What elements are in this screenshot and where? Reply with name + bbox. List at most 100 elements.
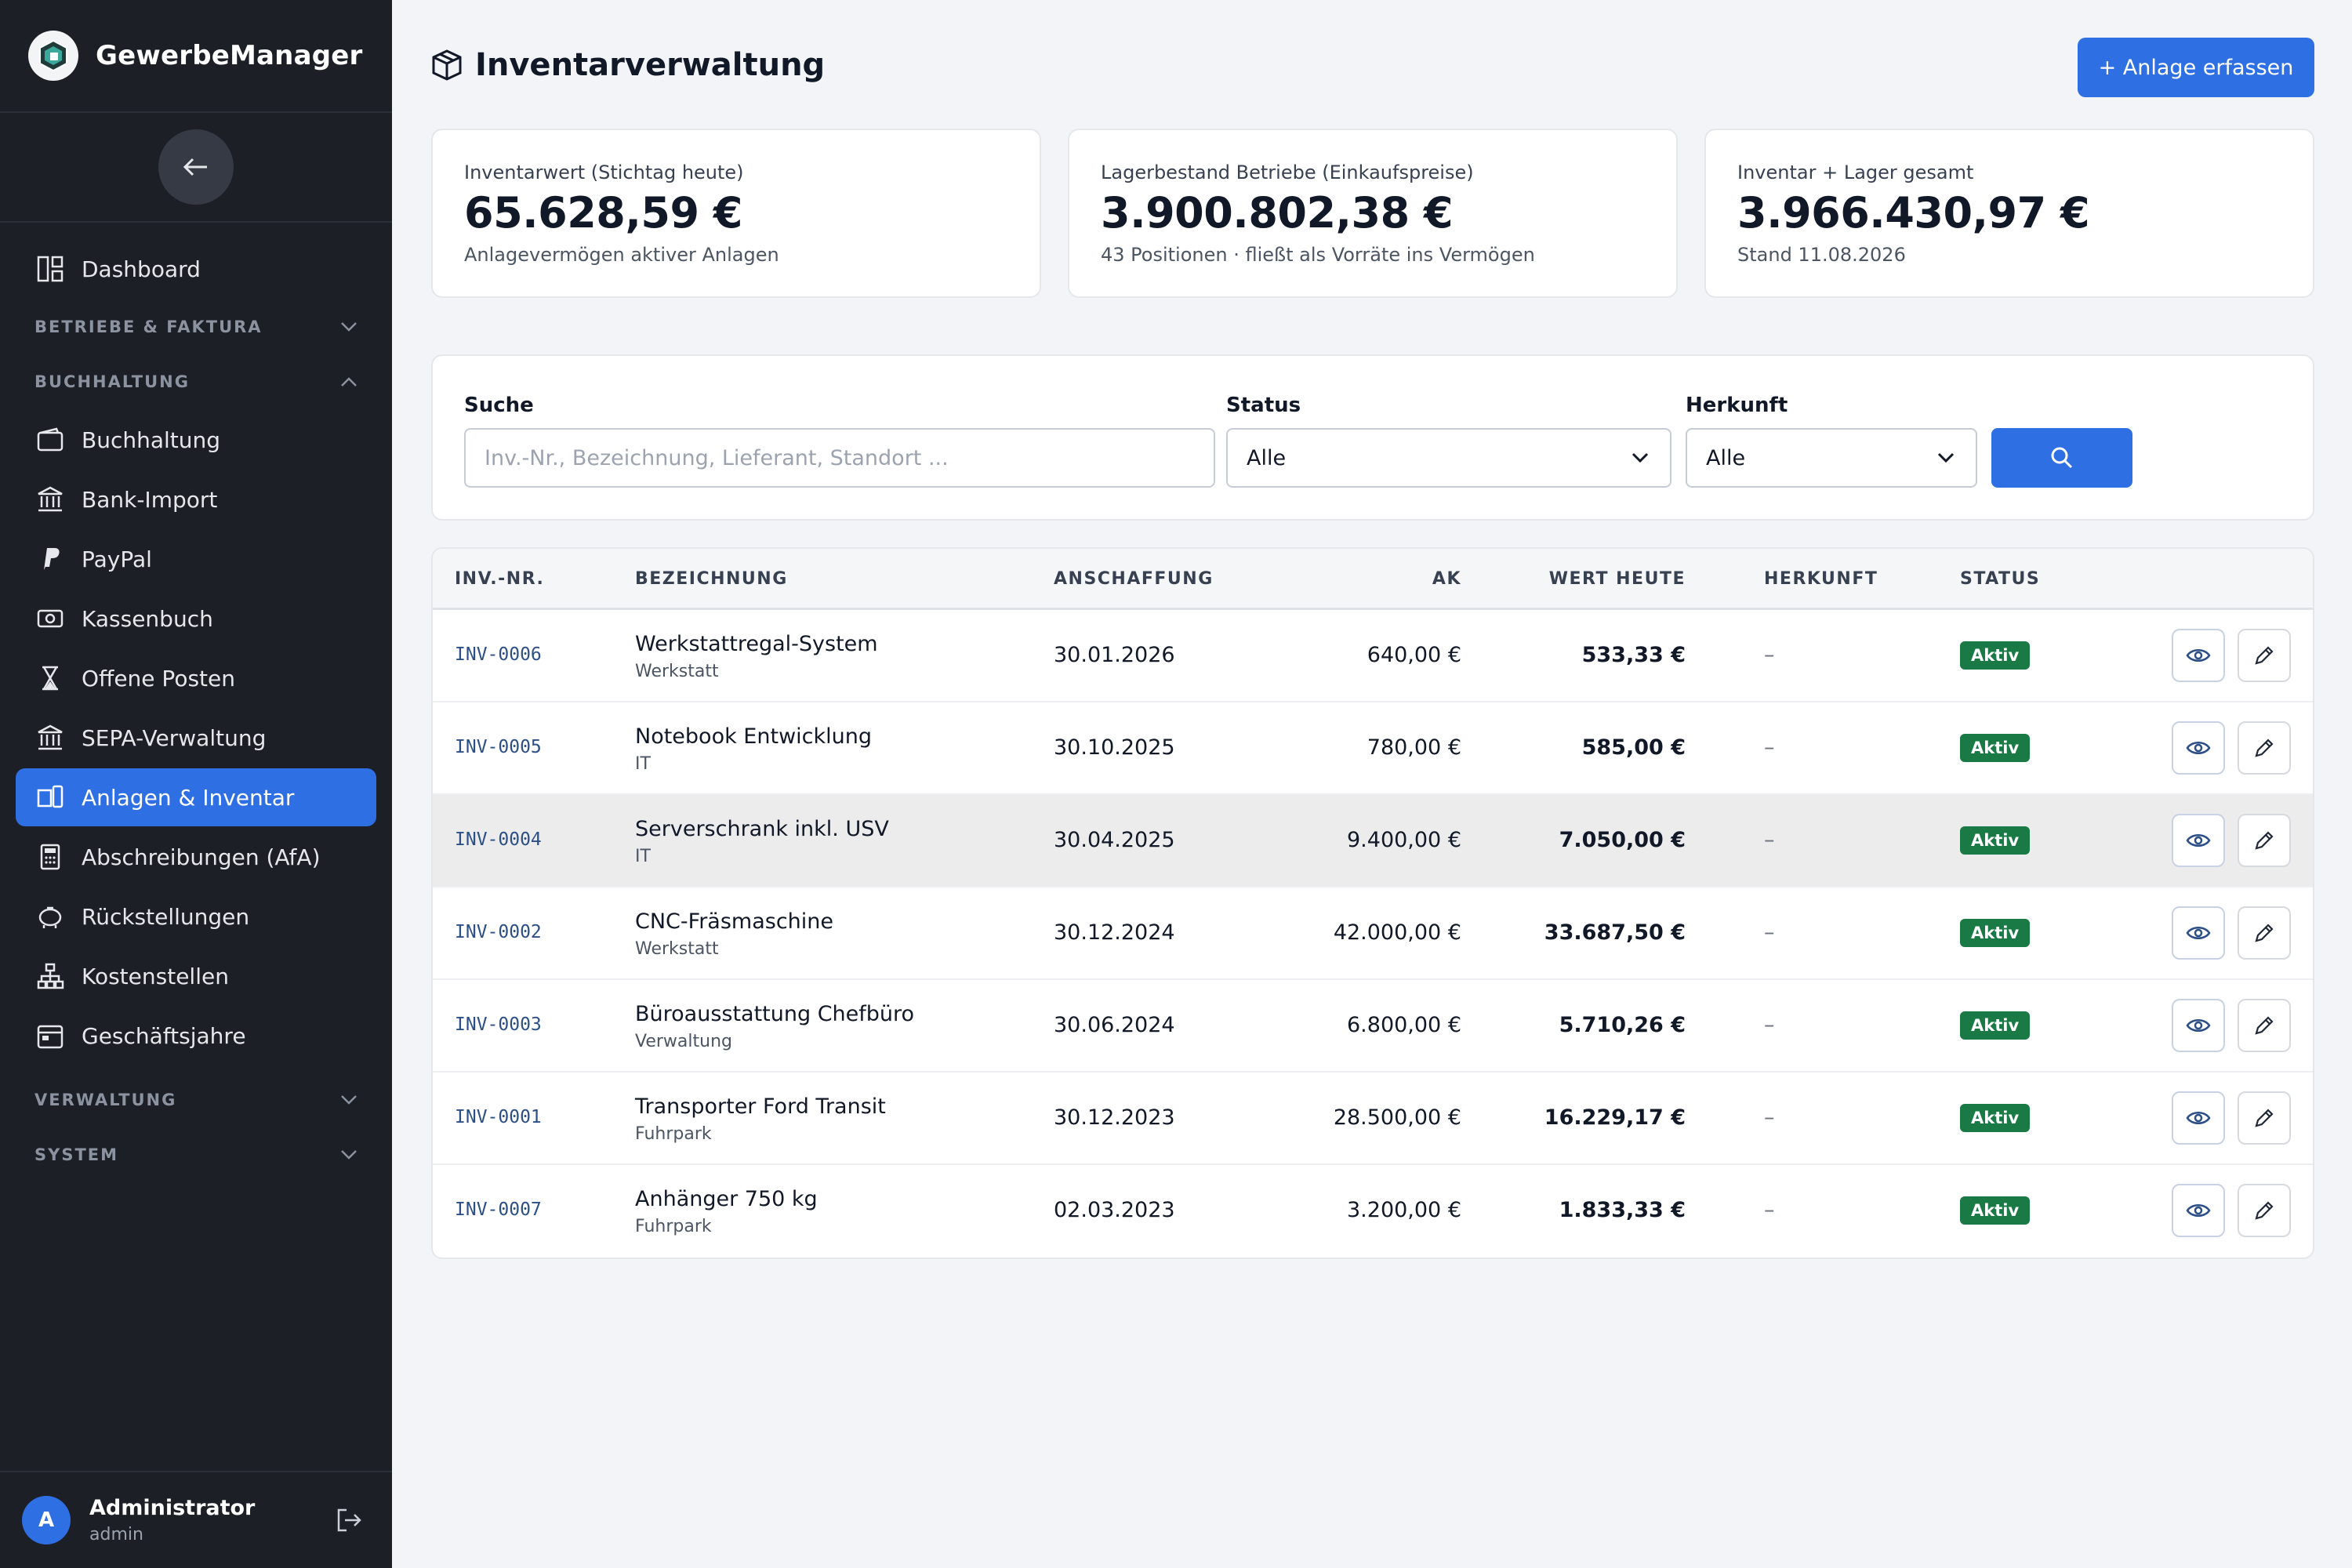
view-button[interactable] [2172, 814, 2225, 867]
chevron-down-icon [341, 1150, 357, 1160]
inventory-number[interactable]: INV-0003 [455, 1014, 542, 1035]
status-badge: Aktiv [1960, 919, 2031, 947]
inventory-number[interactable]: INV-0002 [455, 922, 542, 942]
user-role: admin [89, 1525, 143, 1544]
acquisition-cost: 42.000,00 € [1333, 920, 1461, 945]
current-value: 585,00 € [1581, 735, 1686, 760]
acquisition-date: 30.10.2025 [1054, 735, 1175, 760]
sidebar-item-sepa-verwaltung[interactable]: SEPA-Verwaltung [16, 709, 376, 767]
sidebar-item-paypal[interactable]: PayPal [16, 530, 376, 588]
asset-location: IT [635, 754, 651, 774]
inventory-number[interactable]: INV-0001 [455, 1107, 542, 1127]
sidebar-item-label: Bank-Import [82, 486, 218, 513]
inventory-table: INV.-NR. BEZEICHNUNG ANSCHAFFUNG AK WERT… [431, 547, 2314, 1259]
sidebar-item-dashboard[interactable]: Dashboard [16, 240, 376, 298]
edit-button[interactable] [2238, 721, 2291, 775]
eye-icon [2186, 1112, 2211, 1124]
edit-button[interactable] [2238, 1184, 2291, 1237]
sidebar-item-label: Offene Posten [82, 665, 235, 691]
inventory-number[interactable]: INV-0004 [455, 829, 542, 850]
table-row[interactable]: INV-0006 Werkstattregal-System Werkstatt 30… [433, 610, 2313, 702]
sidebar-item-abschreibungen[interactable]: Abschreibungen (AfA) [16, 828, 376, 886]
column-header-bezeichnung[interactable]: BEZEICHNUNG [635, 569, 788, 589]
chevron-down-icon [341, 1095, 357, 1105]
group-verwaltung[interactable]: VERWALTUNG [0, 1073, 392, 1127]
column-header-ak[interactable]: AK [1432, 569, 1461, 589]
table-row[interactable]: INV-0005 Notebook Entwicklung IT 30.10.2025… [433, 702, 2313, 795]
edit-button[interactable] [2238, 814, 2291, 867]
inventory-number[interactable]: INV-0005 [455, 737, 542, 757]
column-header-anschaffung[interactable]: ANSCHAFFUNG [1054, 569, 1214, 589]
sidebar-item-anlagen-inventar[interactable]: Anlagen & Inventar [16, 768, 376, 826]
kpi-sub: 43 Positionen · fließt als Vorräte ins V… [1101, 244, 1535, 266]
edit-button[interactable] [2238, 999, 2291, 1052]
page-title: Inventarverwaltung [475, 47, 826, 83]
sidebar-item-buchhaltung[interactable]: Buchhaltung [16, 411, 376, 469]
acquisition-date: 30.12.2023 [1054, 1105, 1175, 1130]
asset-location: Fuhrpark [635, 1217, 712, 1236]
column-header-status[interactable]: STATUS [1960, 569, 2041, 589]
eye-icon [2186, 834, 2211, 847]
search-icon [2051, 447, 2073, 469]
column-header-herkunft[interactable]: HERKUNFT [1764, 569, 1878, 589]
group-label: BUCHHALTUNG [34, 372, 190, 391]
table-row[interactable]: INV-0003 Büroausstattung Chefbüro Verwaltu… [433, 980, 2313, 1073]
group-buchhaltung[interactable]: BUCHHALTUNG [0, 354, 392, 409]
view-button[interactable] [2172, 629, 2225, 682]
sidebar-item-bank-import[interactable]: Bank-Import [16, 470, 376, 528]
status-select[interactable]: Alle [1226, 428, 1671, 488]
sidebar-item-geschaeftsjahre[interactable]: Geschäftsjahre [16, 1007, 376, 1065]
search-input[interactable]: Inv.-Nr., Bezeichnung, Lieferant, Stando… [464, 428, 1215, 488]
sidebar-item-rueckstellungen[interactable]: Rückstellungen [16, 887, 376, 946]
kpi-value: 65.628,59 € [464, 188, 742, 238]
view-button[interactable] [2172, 1184, 2225, 1237]
view-button[interactable] [2172, 906, 2225, 960]
pencil-icon [2255, 924, 2274, 942]
search-button[interactable] [1991, 428, 2132, 488]
inventory-number[interactable]: INV-0007 [455, 1200, 542, 1220]
herkunft-select[interactable]: Alle [1686, 428, 1977, 488]
chevron-up-icon [341, 377, 357, 387]
herkunft-label: Herkunft [1686, 394, 1788, 417]
table-row[interactable]: INV-0004 Serverschrank inkl. USV IT 30.04.2… [433, 795, 2313, 887]
column-header-inv[interactable]: INV.-NR. [455, 569, 545, 589]
user-name: Administrator [89, 1496, 256, 1520]
add-asset-button[interactable]: + Anlage erfassen [2078, 38, 2314, 97]
paypal-icon [34, 543, 66, 575]
view-button[interactable] [2172, 1091, 2225, 1145]
group-label: SYSTEM [34, 1145, 119, 1164]
avatar[interactable]: A [22, 1496, 71, 1544]
group-system[interactable]: SYSTEM [0, 1127, 392, 1182]
edit-button[interactable] [2238, 1091, 2291, 1145]
kpi-value: 3.900.802,38 € [1101, 188, 1454, 238]
collapse-sidebar-button[interactable] [158, 129, 234, 205]
sidebar-item-label: Geschäftsjahre [82, 1022, 246, 1049]
kpi-card-gesamt: Inventar + Lager gesamt 3.966.430,97 € S… [1704, 129, 2314, 298]
brand[interactable]: GewerbeManager [0, 0, 392, 113]
sidebar-item-kostenstellen[interactable]: Kostenstellen [16, 947, 376, 1005]
edit-button[interactable] [2238, 629, 2291, 682]
arrow-left-icon [183, 158, 207, 176]
edit-button[interactable] [2238, 906, 2291, 960]
status-label: Status [1226, 394, 1301, 417]
inventory-number[interactable]: INV-0006 [455, 644, 542, 665]
origin: – [1764, 828, 1775, 852]
piggy-bank-icon [34, 901, 66, 932]
chevron-down-icon [1937, 452, 1955, 463]
group-betriebe-faktura[interactable]: BETRIEBE & FAKTURA [0, 299, 392, 354]
acquisition-date: 30.06.2024 [1054, 1013, 1175, 1037]
sidebar-item-offene-posten[interactable]: Offene Posten [16, 649, 376, 707]
sidebar-item-label: Buchhaltung [82, 426, 221, 453]
table-row[interactable]: INV-0002 CNC-Fräsmaschine Werkstatt 30.12.2… [433, 887, 2313, 980]
group-label: VERWALTUNG [34, 1091, 177, 1109]
table-row[interactable]: INV-0007 Anhänger 750 kg Fuhrpark 02.03.202… [433, 1165, 2313, 1258]
logout-button[interactable] [334, 1505, 364, 1538]
column-header-wert[interactable]: WERT HEUTE [1548, 569, 1686, 589]
view-button[interactable] [2172, 721, 2225, 775]
sidebar-item-kassenbuch[interactable]: Kassenbuch [16, 590, 376, 648]
table-row[interactable]: INV-0001 Transporter Ford Transit Fuhrpark… [433, 1073, 2313, 1165]
sidebar-item-label: Rückstellungen [82, 903, 250, 930]
sidebar-item-label: Anlagen & Inventar [82, 784, 295, 811]
view-button[interactable] [2172, 999, 2225, 1052]
status-badge: Aktiv [1960, 734, 2031, 762]
